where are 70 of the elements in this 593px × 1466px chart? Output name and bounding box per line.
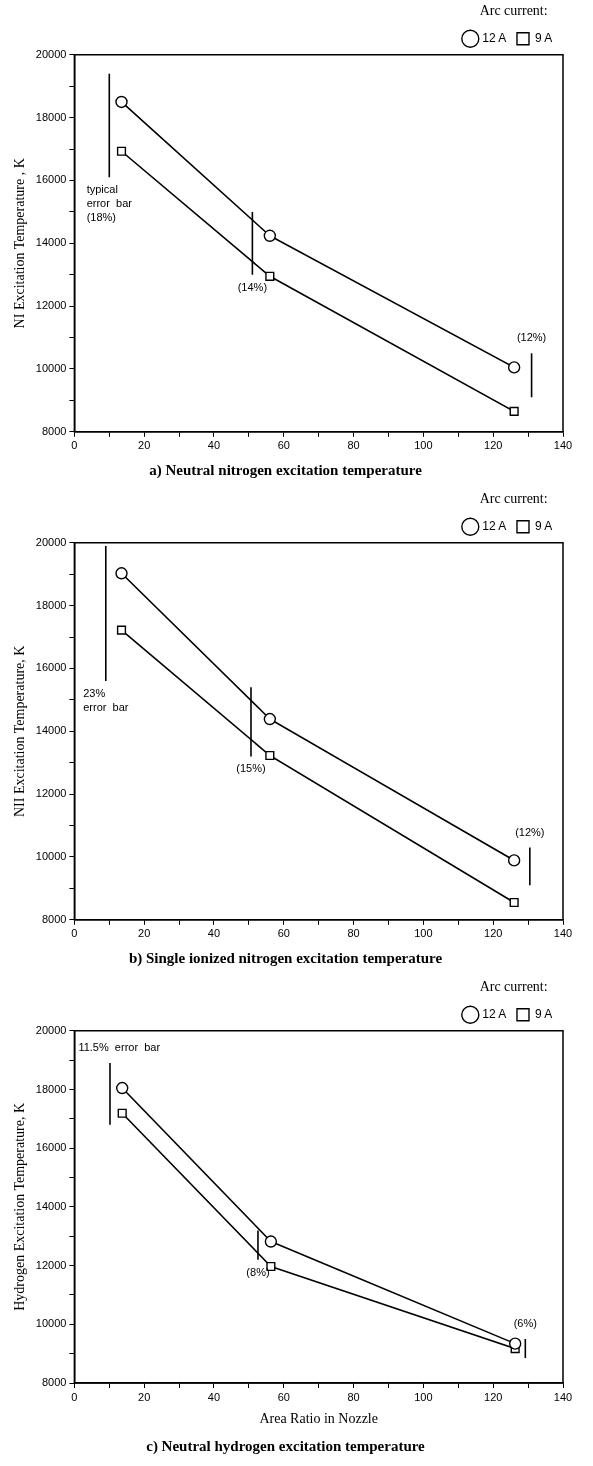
y-tick-label: 14000: [35, 1199, 67, 1212]
x-tick-label: 0: [71, 439, 78, 452]
legend-label: 12 A: [482, 1007, 507, 1022]
legend-title: Arc current:: [479, 490, 548, 506]
y-tick-label: 18000: [35, 598, 67, 611]
annotation: (12%): [515, 825, 545, 838]
y-tick-label: 12000: [35, 1258, 67, 1271]
y-tick-label: 16000: [35, 661, 67, 674]
y-tick-label: 14000: [35, 724, 67, 737]
y-tick-label: 8000: [41, 1376, 67, 1389]
annotation: (8%): [246, 1265, 270, 1278]
legend-label: 9 A: [534, 519, 553, 534]
x-tick-label: 140: [553, 439, 573, 452]
y-tick-label: 10000: [35, 362, 67, 374]
y-tick-label: 18000: [35, 1082, 67, 1095]
annotation: typical error bar (18%): [86, 183, 133, 224]
y-tick-label: 18000: [35, 110, 67, 123]
x-tick-label: 40: [207, 1390, 221, 1403]
x-tick-label: 20: [138, 1390, 151, 1403]
x-tick-label: 40: [207, 927, 221, 940]
x-tick-label: 80: [347, 927, 360, 940]
y-axis-title: NI Excitation Temperature , K: [12, 158, 28, 329]
y-tick-label: 10000: [35, 1317, 67, 1330]
y-tick-label: 12000: [35, 787, 67, 800]
legend-label: 12 A: [482, 31, 507, 46]
y-tick-label: 20000: [35, 1023, 67, 1036]
x-tick-label: 100: [414, 1390, 433, 1403]
text: c) Neutral hydrogen excitation temperature: [146, 1437, 426, 1455]
legend-label: 12 A: [482, 519, 507, 534]
x-tick-label: 60: [277, 1390, 290, 1403]
x-tick-label: 80: [347, 1390, 360, 1403]
x-tick-label: 80: [347, 439, 360, 452]
x-tick-label: 40: [207, 439, 221, 452]
legend-label: 9 A: [534, 1007, 553, 1022]
y-tick-label: 20000: [35, 535, 67, 548]
y-tick-label: 8000: [41, 912, 67, 925]
text: a) Neutral nitrogen excitation temperature: [149, 461, 423, 479]
y-tick-label: 8000: [41, 424, 67, 437]
y-axis-title: NII Excitation Temperature, K: [12, 645, 28, 817]
legend-title: Arc current:: [479, 978, 548, 994]
annotation: 11.5% error bar: [78, 1041, 161, 1054]
y-tick-label: 20000: [35, 47, 67, 60]
x-tick-label: 120: [484, 1390, 503, 1403]
x-tick-label: 140: [553, 1390, 573, 1403]
y-tick-label: 16000: [35, 173, 67, 186]
x-tick-label: 0: [71, 927, 78, 940]
annotation: 23% error bar: [83, 687, 129, 714]
text: b) Single ionized nitrogen excitation temperature: [128, 949, 443, 967]
legend-title: Arc current:: [479, 2, 548, 18]
annotation: (14%): [237, 280, 268, 293]
y-tick-label: 14000: [35, 236, 67, 249]
x-tick-label: 100: [414, 927, 433, 940]
x-tick-label: 60: [277, 439, 290, 452]
annotation: (12%): [516, 331, 547, 344]
legend-label: 9 A: [534, 31, 553, 46]
annotation: (6%): [513, 1317, 537, 1330]
x-tick-label: 20: [138, 439, 151, 452]
y-tick-label: 12000: [35, 299, 67, 312]
x-tick-label: 100: [414, 439, 433, 452]
x-tick-label: 20: [138, 927, 151, 940]
x-tick-label: 60: [277, 927, 290, 940]
x-tick-label: 140: [553, 927, 573, 940]
x-tick-label: 120: [484, 439, 503, 452]
y-tick-label: 16000: [35, 1141, 67, 1154]
annotation: (15%): [236, 762, 266, 775]
y-tick-label: 10000: [35, 850, 67, 862]
x-axis-title: Area Ratio in Nozzle: [259, 1411, 378, 1427]
y-axis-title: Hydrogen Excitation Temperature, K: [12, 1102, 28, 1311]
x-tick-label: 0: [71, 1390, 78, 1403]
x-tick-label: 120: [484, 927, 503, 940]
